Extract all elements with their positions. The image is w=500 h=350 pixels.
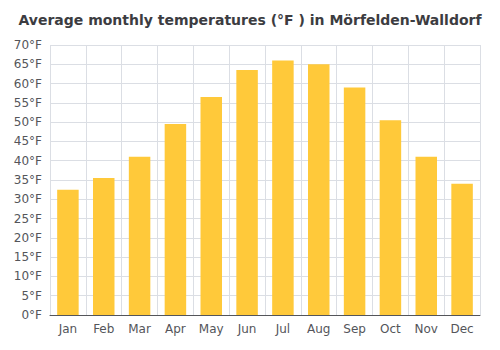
svg-text:50°F: 50°F bbox=[14, 115, 42, 129]
svg-text:35°F: 35°F bbox=[14, 173, 42, 187]
svg-text:15°F: 15°F bbox=[14, 250, 42, 264]
svg-text:Mar: Mar bbox=[128, 322, 151, 336]
svg-text:10°F: 10°F bbox=[14, 269, 42, 283]
svg-text:25°F: 25°F bbox=[14, 212, 42, 226]
svg-text:5°F: 5°F bbox=[21, 289, 42, 303]
svg-text:Average monthly temperatures (: Average monthly temperatures (°F ) in Mö… bbox=[18, 12, 482, 28]
svg-text:Jun: Jun bbox=[237, 322, 257, 336]
svg-text:Sep: Sep bbox=[343, 322, 366, 336]
svg-text:Jan: Jan bbox=[58, 322, 78, 336]
svg-text:40°F: 40°F bbox=[14, 154, 42, 168]
svg-text:60°F: 60°F bbox=[14, 77, 42, 91]
svg-text:45°F: 45°F bbox=[14, 134, 42, 148]
svg-text:70°F: 70°F bbox=[14, 38, 42, 52]
svg-text:0°F: 0°F bbox=[21, 308, 42, 322]
svg-text:May: May bbox=[199, 322, 224, 336]
svg-text:Apr: Apr bbox=[165, 322, 186, 336]
svg-text:20°F: 20°F bbox=[14, 231, 42, 245]
svg-text:Dec: Dec bbox=[450, 322, 473, 336]
svg-text:Oct: Oct bbox=[380, 322, 401, 336]
svg-text:30°F: 30°F bbox=[14, 192, 42, 206]
svg-text:Feb: Feb bbox=[93, 322, 114, 336]
svg-text:Aug: Aug bbox=[307, 322, 330, 336]
svg-text:65°F: 65°F bbox=[14, 57, 42, 71]
svg-text:Jul: Jul bbox=[275, 322, 290, 336]
svg-text:Nov: Nov bbox=[415, 322, 438, 336]
svg-text:55°F: 55°F bbox=[14, 96, 42, 110]
